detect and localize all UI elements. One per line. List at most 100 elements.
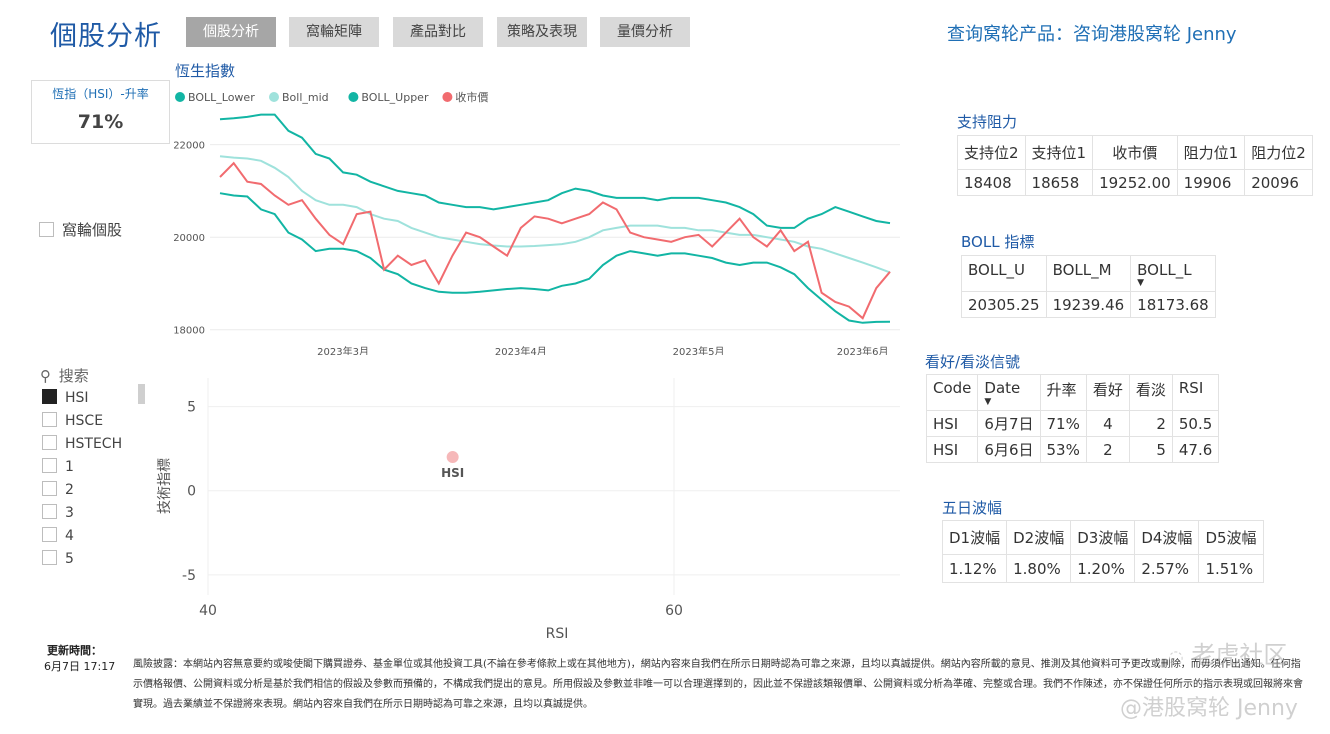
tab-volume-price[interactable]: 量價分析 — [600, 17, 690, 47]
signals-title: 看好/看淡信號 — [925, 353, 1021, 371]
slicer-item-hstech[interactable]: HSTECH — [42, 433, 147, 456]
table-header: RSI — [1171, 374, 1220, 411]
legend-marker — [348, 92, 359, 102]
table-cell: 18408 — [957, 169, 1026, 196]
table-cell: 50.5 — [1171, 410, 1220, 437]
series-line — [219, 161, 891, 320]
slicer-item-label: 1 — [65, 459, 74, 475]
sort-header-boll-l[interactable]: BOLL_L ▼ — [1130, 255, 1216, 292]
legend-marker — [175, 92, 185, 102]
checkbox-icon[interactable] — [42, 527, 57, 542]
slicer-item-hsce[interactable]: HSCE — [42, 410, 147, 433]
table-cell: 1.20% — [1070, 554, 1136, 583]
table-header: BOLL_L — [1137, 261, 1192, 279]
watermark-text: 老虎社区 — [1191, 641, 1288, 669]
checkbox-checked-icon[interactable] — [42, 389, 57, 404]
table-header: 升率 — [1039, 374, 1087, 411]
y-tick-label: 22000 — [173, 141, 205, 152]
update-time-value: 6月7日 17:17 — [44, 660, 116, 673]
warrant-stock-label: 窩輪個股 — [62, 221, 123, 239]
support-resistance-title: 支持阻力 — [957, 113, 1018, 131]
slicer-list: HSI HSCE HSTECH 1 2 3 4 5 — [42, 387, 147, 571]
slicer-item-1[interactable]: 1 — [42, 456, 147, 479]
table-cell: 1.51% — [1198, 554, 1264, 583]
sort-header-date[interactable]: Date ▼ — [977, 374, 1041, 411]
checkbox-icon[interactable] — [42, 458, 57, 473]
table-cell: HSI — [925, 410, 979, 437]
table-cell: 1.12% — [941, 554, 1008, 583]
table-header: 看淡 — [1128, 374, 1173, 411]
checkbox-icon[interactable] — [42, 504, 57, 519]
sort-down-icon: ▼ — [1137, 278, 1145, 288]
legend-label: BOLL_Upper — [361, 91, 429, 104]
slicer-item-hsi[interactable]: HSI — [42, 387, 147, 410]
table-cell: 19906 — [1176, 169, 1246, 196]
table-cell: 18658 — [1024, 169, 1094, 196]
legend-label: BOLL_Lower — [188, 91, 255, 104]
search-icon: ⚲ — [40, 367, 51, 385]
table-cell: 20305.25 — [961, 291, 1047, 318]
tab-product-compare[interactable]: 產品對比 — [393, 17, 483, 47]
y-axis-title: 技術指標 — [157, 458, 173, 514]
slicer-search[interactable]: ⚲ 搜索 — [40, 365, 89, 386]
table-header: 收市價 — [1092, 135, 1178, 170]
tab-strategy[interactable]: 策略及表現 — [497, 17, 587, 47]
boll-title: BOLL 指標 — [961, 233, 1035, 251]
table-header: Code — [925, 374, 979, 411]
warrant-inquiry-link[interactable]: 查询窝轮产品：咨询港股窝轮 Jenny — [947, 24, 1237, 45]
y-tick-label: 5 — [187, 400, 196, 416]
slicer-scrollbar[interactable] — [138, 384, 145, 404]
table-row: HSI 6月6日 53% 2 5 47.6 — [925, 436, 1220, 463]
table-header: 支持位1 — [1024, 135, 1094, 170]
support-resistance-table: 支持位2 支持位1 收市價 阻力位1 阻力位2 18408 18658 1925… — [957, 135, 1313, 196]
table-cell: 71% — [1039, 410, 1087, 437]
kpi-value: 71% — [77, 111, 124, 133]
tab-warrant-matrix[interactable]: 窩輪矩陣 — [289, 17, 379, 47]
table-header: D2波幅 — [1006, 520, 1072, 555]
table-header: 看好 — [1085, 374, 1130, 411]
table-header: Date — [984, 379, 1021, 397]
x-tick-label: 60 — [665, 603, 683, 619]
slicer-item-3[interactable]: 3 — [42, 502, 147, 525]
table-cell: 18173.68 — [1130, 291, 1216, 318]
table-cell: 19252.00 — [1092, 169, 1178, 196]
table-row: HSI 6月7日 71% 4 2 50.5 — [925, 410, 1220, 437]
checkbox-icon[interactable] — [42, 550, 57, 565]
checkbox-icon[interactable] — [42, 435, 57, 450]
table-header: D5波幅 — [1198, 520, 1264, 555]
tiger-logo-icon: ◌ — [1168, 647, 1184, 668]
x-tick-label: 2023年6月 — [837, 345, 889, 355]
table-cell: 6月6日 — [977, 436, 1041, 463]
slicer-item-5[interactable]: 5 — [42, 548, 147, 571]
table-header: BOLL_U — [961, 255, 1047, 292]
table-cell: 6月7日 — [977, 410, 1041, 437]
page-title: 個股分析 — [50, 21, 162, 52]
checkbox-icon[interactable] — [42, 481, 57, 496]
checkbox-icon[interactable] — [42, 412, 57, 427]
slicer-item-label: 3 — [65, 505, 74, 521]
volatility-table: D1波幅 D2波幅 D3波幅 D4波幅 D5波幅 1.12% 1.80% 1.2… — [941, 520, 1264, 583]
table-cell: 5 — [1128, 436, 1173, 463]
line-chart-title: 恆生指數 — [175, 62, 236, 80]
table-cell: 47.6 — [1171, 436, 1220, 463]
slicer-item-label: 2 — [65, 482, 74, 498]
watermark-author: @港股窝轮 Jenny — [1120, 696, 1298, 721]
table-cell: 2.57% — [1134, 554, 1200, 583]
table-cell: 20096 — [1244, 169, 1313, 196]
tab-stock-analysis[interactable]: 個股分析 — [186, 17, 276, 47]
x-tick-label: 2023年4月 — [495, 345, 547, 355]
checkbox-icon[interactable] — [39, 222, 54, 237]
slicer-item-4[interactable]: 4 — [42, 525, 147, 548]
y-tick-label: 18000 — [173, 326, 205, 337]
table-header: D1波幅 — [941, 520, 1008, 555]
y-tick-label: 20000 — [173, 233, 205, 244]
series-line — [219, 113, 891, 229]
x-tick-label: 40 — [199, 603, 217, 619]
table-cell: 1.80% — [1006, 554, 1072, 583]
y-tick-label: 0 — [187, 484, 196, 500]
risk-disclosure: 風險披露：本網站內容無意要約或唆使閣下購買證券、基金單位或其他投資工具(不論在參… — [133, 659, 1303, 710]
warrant-stock-checkbox[interactable]: 窩輪個股 — [39, 219, 122, 240]
slicer-item-label: 5 — [65, 551, 74, 567]
slicer-item-2[interactable]: 2 — [42, 479, 147, 502]
slicer-item-label: HSTECH — [65, 436, 123, 452]
